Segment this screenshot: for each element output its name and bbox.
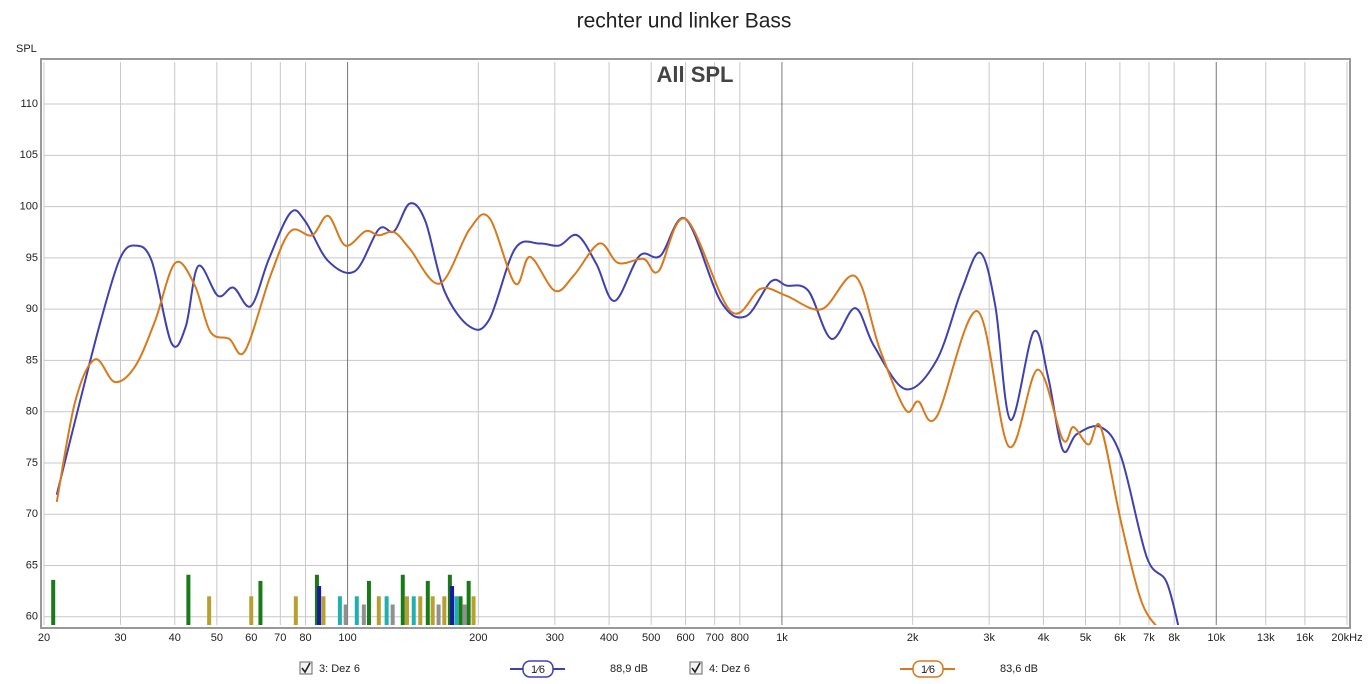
marker-bar [249, 596, 254, 625]
marker-bar [354, 596, 359, 625]
legend-level: 83,6 dB [1000, 663, 1038, 675]
marker-bar [458, 596, 463, 625]
marker-bar [462, 604, 467, 625]
marker-bar [404, 596, 409, 625]
y-axis-label: SPL [16, 43, 37, 55]
legend-level: 88,9 dB [610, 663, 648, 675]
marker-bar [337, 596, 342, 625]
marker-bar [411, 596, 416, 625]
marker-bar [293, 596, 298, 625]
marker-bar [436, 604, 441, 625]
y-tick-label: 60 [26, 611, 38, 623]
marker-bar [430, 596, 435, 625]
marker-bar [442, 596, 447, 625]
x-tick-label: 3k [983, 632, 995, 644]
y-tick-label: 110 [20, 98, 38, 110]
legend-label: 4: Dez 6 [709, 663, 750, 675]
x-tick-label: 60 [245, 632, 257, 644]
legend-label: 3: Dez 6 [319, 663, 360, 675]
x-tick-label: 13k [1257, 632, 1275, 644]
x-tick-label: 800 [731, 632, 749, 644]
x-tick-label: 80 [299, 632, 311, 644]
marker-bar [317, 586, 322, 625]
smoothing-box [912, 660, 944, 678]
marker-bar [343, 604, 348, 625]
marker-bar [186, 574, 191, 625]
y-tick-label: 70 [26, 508, 38, 520]
y-tick-label: 95 [26, 252, 38, 264]
x-tick-label: 500 [642, 632, 660, 644]
x-tick-label: 70 [274, 632, 286, 644]
x-tick-label: 7k [1143, 632, 1155, 644]
x-tick-label: 100 [338, 632, 356, 644]
y-tick-label: 90 [26, 303, 38, 315]
smoothing-label: 1⁄6 [531, 664, 545, 676]
y-tick-label: 75 [26, 457, 38, 469]
series-line [55, 213, 1157, 625]
x-tick-label: 5k [1080, 632, 1092, 644]
marker-bar [418, 596, 423, 625]
smoothing-label: 1⁄6 [921, 664, 935, 676]
x-tick-label: 8k [1168, 632, 1180, 644]
x-tick-label: 20kHz [1331, 632, 1362, 644]
marker-bar [207, 596, 212, 625]
marker-bar [321, 596, 326, 625]
x-tick-label: 300 [546, 632, 564, 644]
x-tick-label: 6k [1114, 632, 1126, 644]
x-tick-label: 1k [776, 632, 788, 644]
marker-bar [400, 574, 405, 625]
marker-bar [51, 579, 56, 625]
y-tick-label: 100 [20, 201, 38, 213]
marker-bar [384, 596, 389, 625]
marker-bar [314, 574, 319, 625]
marker-bar [366, 580, 371, 625]
marker-bar [447, 574, 452, 625]
x-tick-label: 4k [1038, 632, 1050, 644]
x-tick-label: 30 [114, 632, 126, 644]
chart-subtitle: All SPL [656, 62, 733, 87]
x-tick-label: 600 [676, 632, 694, 644]
checkmark [301, 662, 311, 674]
x-tick-label: 2k [907, 632, 919, 644]
y-tick-label: 85 [26, 354, 38, 366]
marker-bar [454, 596, 459, 625]
marker-bar [258, 580, 263, 625]
marker-bar [466, 580, 471, 625]
x-tick-label: 700 [705, 632, 723, 644]
chart-title: rechter und linker Bass [577, 10, 792, 33]
plot-frame [40, 58, 1351, 629]
y-tick-label: 105 [20, 149, 38, 161]
marker-bar [390, 604, 395, 625]
series-line [55, 202, 1180, 625]
x-tick-label: 50 [211, 632, 223, 644]
x-tick-label: 400 [600, 632, 618, 644]
marker-bar [376, 596, 381, 625]
y-tick-label: 80 [26, 406, 38, 418]
y-tick-label: 65 [26, 559, 38, 571]
marker-bar [361, 604, 366, 625]
marker-bar [450, 586, 455, 625]
checkmark [691, 662, 701, 674]
x-tick-label: 40 [169, 632, 181, 644]
x-tick-label: 20 [38, 632, 50, 644]
smoothing-box [522, 660, 554, 678]
x-tick-label: 200 [469, 632, 487, 644]
marker-bar [471, 596, 476, 625]
x-tick-label: 10k [1207, 632, 1225, 644]
marker-bar [425, 580, 430, 625]
x-tick-label: 16k [1296, 632, 1314, 644]
